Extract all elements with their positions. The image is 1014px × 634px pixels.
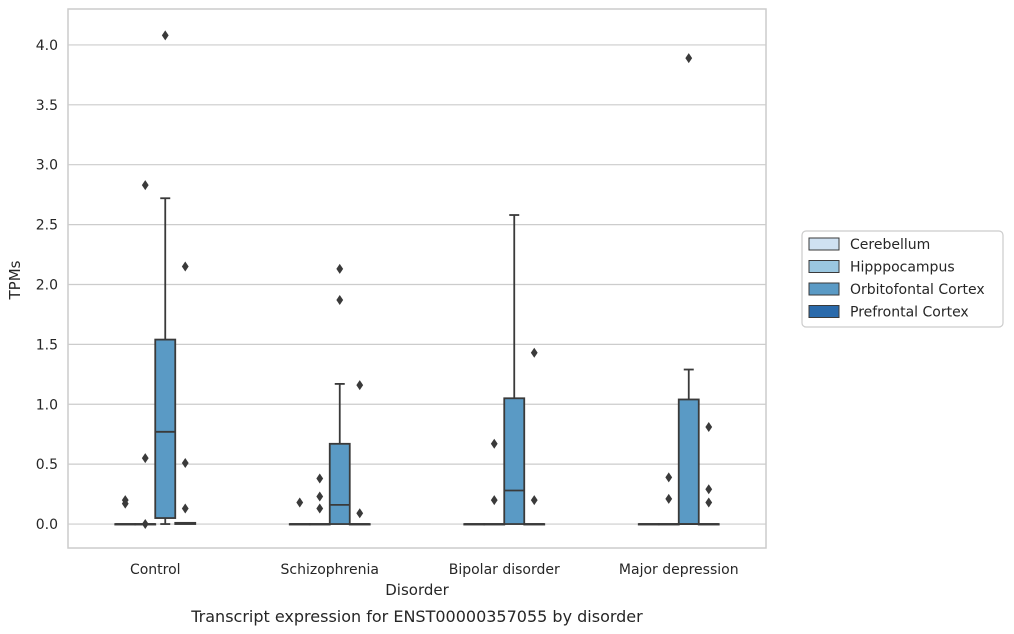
y-tick-label: 3.5 [36,98,58,114]
outlier-point [490,495,498,506]
outlier-point [705,422,713,433]
outlier-point [181,503,189,514]
outlier-point [356,380,364,391]
legend-frame [801,230,1004,328]
x-tick-label: Major depression [619,562,739,578]
plot-frame [67,8,767,549]
box [677,398,700,525]
x-axis-label: Disorder [385,581,449,599]
outlier-point [316,491,324,502]
x-tick-label: Schizophrenia [281,562,379,578]
outlier-point [356,508,364,519]
outlier-point [530,347,538,358]
legend-label: Cerebellum [850,237,930,253]
legend-swatch [808,237,840,251]
y-tick-label: 1.5 [36,337,58,353]
legend: Cerebellum Hipppocampus Orbitofontal Corte… [801,230,1004,328]
outlier-point [181,457,189,468]
y-tick-label: 1.0 [36,397,58,413]
outlier-point [665,472,673,483]
legend-swatch [808,282,840,296]
outlier-point [141,519,149,530]
outlier-point [336,295,344,306]
outlier-point [685,53,693,64]
y-tick-label: 0.5 [36,457,58,473]
outlier-point [121,498,129,509]
legend-swatch [808,305,840,318]
plot-area: 0.0 0.5 1.0 1.5 2.0 2.5 3.0 3.5 4.0 Control Schizo… [36,8,767,578]
y-axis-label: TPMs [6,260,24,300]
x-tick-label: Bipolar disorder [449,562,560,578]
x-tick-label: Control [130,562,181,578]
legend-label: Prefrontal Cortex [850,305,969,321]
outlier-point [490,438,498,449]
outlier-point [296,497,304,508]
outlier-point [705,484,713,495]
legend-label: Orbitofontal Cortex [850,282,985,298]
y-tick-label: 4.0 [36,38,58,54]
outlier-point [161,30,169,41]
box [503,397,526,525]
legend-swatch [808,260,840,273]
outlier-point [705,497,713,508]
outlier-point [141,453,149,464]
legend-label: Hipppocampus [850,260,955,276]
box [328,442,351,525]
outlier-point [530,495,538,506]
outlier-point [316,503,324,514]
outlier-point [316,473,324,484]
chart-caption: Transcript expression for ENST0000035705… [190,607,643,626]
y-tick-label: 0.0 [36,517,58,533]
outlier-point [141,180,149,191]
box [154,338,177,519]
outlier-point [665,493,673,504]
outlier-point [181,261,189,272]
outlier-point [336,263,344,274]
y-tick-label: 2.5 [36,218,58,234]
y-tick-label: 2.0 [36,277,58,293]
y-tick-label: 3.0 [36,158,58,174]
